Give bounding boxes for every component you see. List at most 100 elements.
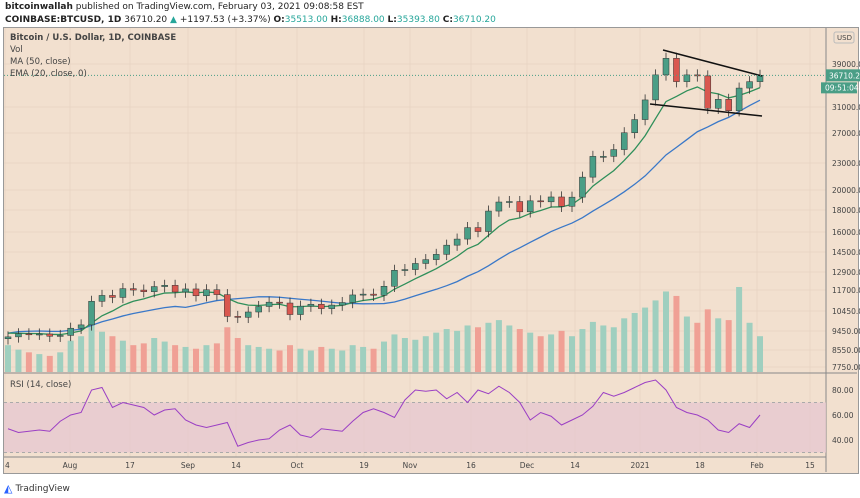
volume-bar: [401, 338, 408, 372]
volume-bar: [412, 339, 419, 372]
candle: [234, 316, 242, 318]
price-tick-label: 12900.00: [832, 268, 860, 277]
volume-bar: [495, 320, 502, 372]
candle: [620, 132, 628, 150]
time-tick-label: 16: [466, 461, 476, 470]
price-tick-label: 9450.00: [832, 327, 860, 336]
time-tick-label: Sep: [181, 461, 195, 470]
candle: [46, 333, 54, 337]
volume-bar: [433, 332, 440, 372]
candle: [276, 301, 283, 304]
candle: [203, 289, 210, 297]
high-value: 36888.00: [341, 15, 385, 25]
candle: [4, 336, 12, 340]
volume-bar: [161, 341, 168, 372]
candle: [422, 259, 430, 264]
volume-bar: [151, 338, 158, 372]
candle: [15, 333, 22, 338]
legend-ema[interactable]: EMA (20, close, 0): [10, 69, 87, 79]
symbol-info: COINBASE:BTCUSD, 1D 36710.20 ▲ +1197.53 …: [5, 15, 496, 25]
candle: [714, 99, 722, 109]
candle: [558, 196, 565, 207]
l-label: L:: [387, 15, 397, 25]
volume-bar: [558, 330, 565, 372]
candle: [474, 227, 482, 232]
candle: [589, 156, 597, 178]
candle: [297, 305, 304, 315]
countdown-tag: [821, 82, 857, 94]
volume-bar: [360, 346, 367, 372]
candle: [328, 304, 336, 309]
low-value: 35393.80: [396, 15, 440, 25]
candle: [443, 244, 450, 255]
volume-bar: [36, 354, 43, 372]
volume-bar: [725, 320, 732, 372]
legend-vol[interactable]: Vol: [10, 45, 23, 55]
tradingview-icon: ◭: [4, 482, 13, 495]
volume-bar: [119, 340, 126, 372]
time-tick-label: Nov: [403, 461, 418, 470]
candle: [161, 285, 168, 287]
volume-bar: [130, 345, 137, 372]
volume-bar: [297, 348, 304, 372]
candle: [600, 156, 607, 158]
candle: [516, 201, 524, 213]
up-arrow-icon: ▲: [170, 15, 177, 25]
candle: [746, 81, 753, 89]
time-tick-label: Aug: [63, 461, 78, 470]
candle: [370, 293, 377, 296]
close-value: 36710.20: [452, 15, 496, 25]
change: +1197.53 (+3.37%): [179, 15, 271, 25]
last-price: 36710.20: [124, 15, 168, 25]
rsi-band: [4, 402, 826, 453]
candle: [36, 333, 43, 336]
time-tick-label: 19: [359, 461, 369, 470]
candle: [432, 254, 440, 260]
volume-bar: [443, 329, 450, 372]
candle: [662, 58, 670, 76]
candle: [150, 286, 158, 292]
time-tick-label: Oct: [291, 461, 304, 470]
volume-bar: [715, 318, 722, 372]
candle: [349, 294, 356, 303]
volume-bar: [203, 345, 210, 372]
candle: [579, 176, 586, 198]
volume-bar: [516, 329, 523, 372]
volume-bar: [422, 336, 429, 372]
tradingview-logo[interactable]: ◭ TradingView: [4, 482, 70, 495]
candle: [140, 289, 148, 292]
candle: [244, 311, 252, 318]
volume-bar: [485, 322, 492, 372]
candle: [338, 302, 346, 306]
chart-title: Bitcoin / U.S. Dollar, 1D, COINBASE: [10, 33, 177, 43]
candle: [171, 285, 179, 293]
currency-label: USD: [837, 34, 852, 42]
price-tick-label: 27000.00: [832, 129, 860, 138]
publisher[interactable]: bitcoinwallah: [5, 2, 73, 12]
candle: [485, 210, 492, 232]
time-tick-label: 14: [231, 461, 241, 470]
price-tick-label: 20000.00: [832, 186, 860, 195]
candle: [464, 227, 471, 240]
candle: [391, 270, 398, 287]
c-label: C:: [442, 15, 453, 25]
time-tick-label: 18: [695, 461, 705, 470]
price-tick-label: 23000.00: [832, 159, 860, 168]
candle: [286, 302, 294, 315]
candle: [88, 301, 95, 326]
volume-bar: [266, 348, 273, 372]
volume-bar: [381, 341, 387, 372]
time-tick-label: Feb: [750, 461, 764, 470]
price-tick-label: 39000.00: [832, 60, 860, 69]
legend-ma[interactable]: MA (50, close): [10, 57, 71, 67]
volume-bar: [234, 338, 241, 372]
volume-bar: [25, 352, 32, 372]
publish-info: bitcoinwallah published on TradingView.c…: [5, 2, 364, 12]
price-tick-label: 18000.00: [832, 206, 860, 215]
candle: [547, 196, 555, 203]
volume-bar: [454, 330, 461, 372]
legend-rsi[interactable]: RSI (14, close): [10, 380, 72, 390]
volume-bar: [683, 316, 690, 372]
volume-bar: [579, 329, 586, 372]
